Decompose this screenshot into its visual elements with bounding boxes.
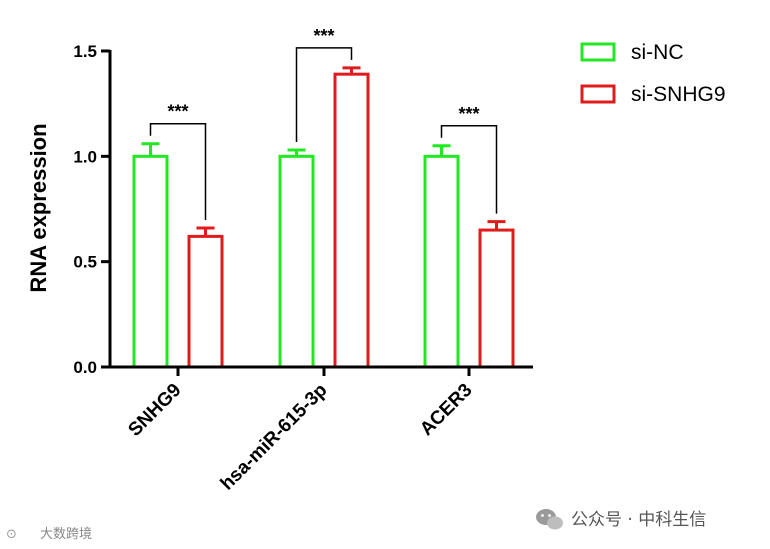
- significance-label: ***: [313, 26, 334, 46]
- y-tick-label: 0.5: [73, 253, 97, 272]
- bar-si-snhg9-1: [333, 72, 370, 369]
- significance-label: ***: [167, 102, 188, 122]
- legend-label: si-NC: [631, 41, 684, 64]
- watermark-right-text: 公众号 · 中科生信: [571, 510, 706, 530]
- significance-label: ***: [458, 104, 479, 124]
- watermark-left-text: 大数跨境: [40, 527, 92, 542]
- watermark-logo-icon: ⊙: [6, 527, 17, 542]
- legend-label: si-SNHG9: [631, 83, 726, 106]
- x-tick-label: SNHG9: [124, 380, 185, 441]
- bar-si-nc-2: [423, 154, 460, 369]
- plot-area: [132, 66, 515, 369]
- y-tick-label: 1.0: [73, 147, 97, 166]
- bar-si-nc-0: [132, 154, 169, 369]
- y-axis-label: RNA expression: [26, 123, 51, 292]
- wechat-icon: [536, 509, 563, 530]
- watermark-left: ⊙ 大数跨境: [6, 527, 92, 542]
- significance-bracket: [440, 125, 498, 214]
- x-tick-label: hsa-miR-615-3p: [217, 380, 332, 495]
- bar-si-snhg9-0: [187, 234, 224, 369]
- legend: si-NC si-SNHG9: [580, 41, 726, 106]
- legend-swatch: [580, 42, 616, 62]
- watermark-right: 公众号 · 中科生信: [536, 509, 706, 530]
- y-tick-label: 1.5: [73, 42, 97, 61]
- x-tick-label: ACER3: [416, 380, 476, 440]
- legend-swatch: [580, 84, 616, 104]
- bar-si-nc-1: [278, 154, 315, 369]
- significance-annotations: *** *** ***: [149, 26, 498, 220]
- y-tick-label: 0.0: [73, 358, 97, 377]
- bar-si-snhg9-2: [478, 228, 515, 369]
- significance-bracket: [295, 47, 353, 143]
- y-axis: 0.0 0.5 1.0 1.5: [73, 42, 112, 377]
- x-axis: SNHG9 hsa-miR-615-3p ACER3: [108, 365, 533, 495]
- significance-bracket: [149, 122, 207, 220]
